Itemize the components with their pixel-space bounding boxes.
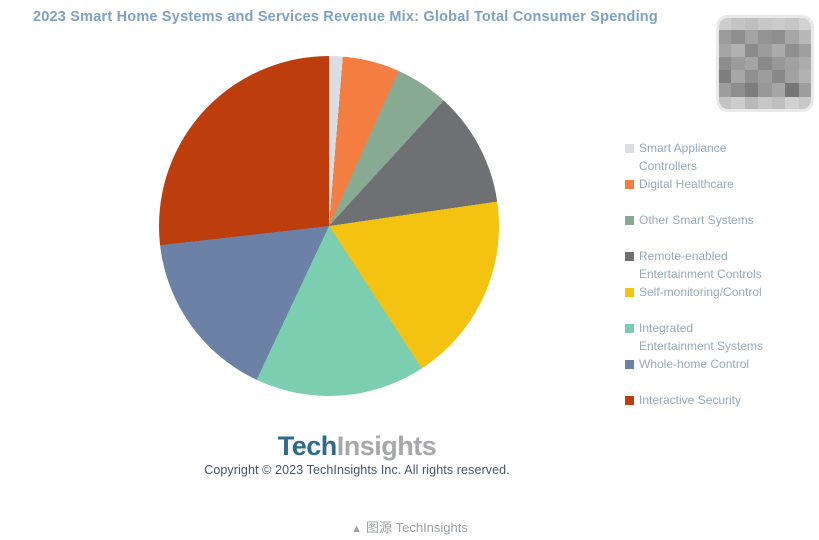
mosaic-cell xyxy=(798,70,812,84)
mosaic-cell xyxy=(744,83,759,97)
image-source-caption: ▲ 图源 TechInsights xyxy=(0,517,819,536)
chart-legend: Smart Appliance Controllers Digital Health… xyxy=(625,139,795,427)
mosaic-cell xyxy=(798,30,812,44)
mosaic-cell xyxy=(731,30,745,44)
legend-item: Self-monitoring/Control xyxy=(625,283,795,319)
legend-swatch xyxy=(625,180,634,189)
mosaic-cell xyxy=(785,30,799,44)
mosaic-cell xyxy=(771,70,786,84)
pie-chart xyxy=(159,56,499,396)
triangle-icon: ▲ xyxy=(351,523,362,535)
mosaic-cell xyxy=(718,83,732,97)
mosaic-cell xyxy=(718,96,732,110)
mosaic-cell xyxy=(771,56,786,71)
source-branding: TechInsights Copyright © 2023 TechInsigh… xyxy=(152,432,562,477)
mosaic-cell xyxy=(718,17,732,31)
legend-swatch xyxy=(625,396,634,405)
mosaic-cell xyxy=(798,56,812,71)
mosaic-cell xyxy=(785,43,799,57)
mosaic-cell xyxy=(771,43,786,57)
mosaic-cell xyxy=(731,96,745,110)
mosaic-cell xyxy=(785,83,799,97)
legend-item: Integrated Entertainment Systems xyxy=(625,319,795,355)
mosaic-cell xyxy=(798,83,812,97)
mosaic-cell xyxy=(758,17,772,31)
mosaic-cell xyxy=(785,96,799,110)
mosaic-cell xyxy=(731,17,745,31)
legend-label: Self-monitoring/Control xyxy=(639,285,762,299)
legend-item: Remote-enabled Entertainment Controls xyxy=(625,247,795,283)
mosaic-cell xyxy=(785,70,799,84)
mosaic-cell xyxy=(798,17,812,31)
mosaic-cell xyxy=(718,56,732,71)
censored-mosaic-block xyxy=(716,15,814,112)
copyright-text: Copyright © 2023 TechInsights Inc. All r… xyxy=(204,463,510,477)
mosaic-cell xyxy=(771,96,786,110)
mosaic-cell xyxy=(718,43,732,57)
mosaic-cell xyxy=(744,70,759,84)
techinsights-logo: TechInsights xyxy=(152,432,562,460)
mosaic-cell xyxy=(744,56,759,71)
legend-label: Smart Appliance Controllers xyxy=(639,141,727,173)
legend-swatch xyxy=(625,144,634,153)
caption-text: 图源 TechInsights xyxy=(366,520,468,535)
legend-item: Whole-home Control xyxy=(625,355,795,391)
mosaic-cell xyxy=(744,96,759,110)
legend-swatch xyxy=(625,360,634,369)
legend-item: Smart Appliance Controllers xyxy=(625,139,795,175)
legend-item: Interactive Security xyxy=(625,391,795,427)
mosaic-cell xyxy=(731,43,745,57)
legend-label: Digital Healthcare xyxy=(639,177,734,191)
mosaic-cell xyxy=(718,70,732,84)
mosaic-cell xyxy=(731,56,745,71)
logo-text-tech: Tech xyxy=(277,431,338,461)
chart-title: 2023 Smart Home Systems and Services Rev… xyxy=(33,9,658,25)
legend-swatch xyxy=(625,252,634,261)
mosaic-cell xyxy=(758,70,772,84)
mosaic-cell xyxy=(744,43,759,57)
mosaic-cell xyxy=(758,30,772,44)
mosaic-cell xyxy=(744,30,759,44)
legend-item: Digital Healthcare xyxy=(625,175,795,211)
mosaic-cell xyxy=(758,96,772,110)
mosaic-cell xyxy=(731,83,745,97)
mosaic-cell xyxy=(758,43,772,57)
mosaic-cell xyxy=(785,17,799,31)
legend-label: Whole-home Control xyxy=(639,357,750,371)
legend-swatch xyxy=(625,288,634,297)
mosaic-cell xyxy=(718,30,732,44)
mosaic-cell xyxy=(798,43,812,57)
legend-swatch xyxy=(625,324,634,333)
legend-label: Other Smart Systems xyxy=(639,213,754,227)
legend-label: Remote-enabled Entertainment Controls xyxy=(639,249,762,281)
legend-swatch xyxy=(625,216,634,225)
mosaic-cell xyxy=(771,30,786,44)
mosaic-cell xyxy=(771,17,786,31)
legend-item: Other Smart Systems xyxy=(625,211,795,247)
mosaic-cell xyxy=(731,70,745,84)
mosaic-cell xyxy=(758,56,772,71)
mosaic-cell xyxy=(744,17,759,31)
mosaic-cell xyxy=(771,83,786,97)
logo-text-insights: Insights xyxy=(336,431,437,461)
mosaic-cell xyxy=(798,96,812,110)
legend-label: Integrated Entertainment Systems xyxy=(639,321,764,353)
mosaic-cell xyxy=(785,56,799,71)
mosaic-cell xyxy=(758,83,772,97)
legend-label: Interactive Security xyxy=(639,393,742,407)
